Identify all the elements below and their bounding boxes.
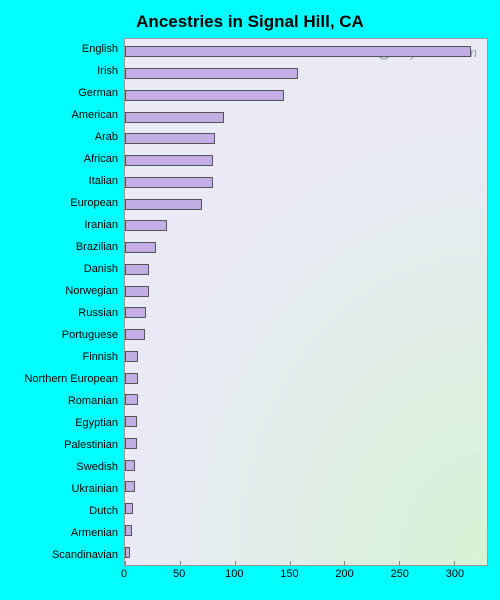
y-label: Armenian bbox=[12, 527, 118, 539]
y-label: Swedish bbox=[12, 461, 118, 473]
chart-title: Ancestries in Signal Hill, CA bbox=[12, 12, 488, 32]
x-label: 150 bbox=[280, 568, 298, 580]
y-label: Scandinavian bbox=[12, 549, 118, 561]
bar bbox=[125, 416, 137, 427]
bar bbox=[125, 155, 213, 166]
y-label: American bbox=[12, 109, 118, 121]
x-label: 300 bbox=[446, 568, 464, 580]
x-label: 0 bbox=[121, 568, 127, 580]
bar bbox=[125, 525, 132, 536]
y-label: Iranian bbox=[12, 219, 118, 231]
y-label: Russian bbox=[12, 307, 118, 319]
bar bbox=[125, 90, 284, 101]
y-label: German bbox=[12, 87, 118, 99]
bar bbox=[125, 133, 215, 144]
bar bbox=[125, 329, 145, 340]
chart-container: Ancestries in Signal Hill, CA English Iri… bbox=[0, 0, 500, 600]
y-label: Danish bbox=[12, 263, 118, 275]
bar bbox=[125, 351, 138, 362]
plot-area: City-Data.com bbox=[124, 38, 488, 566]
bar bbox=[125, 460, 135, 471]
x-axis: 0 50 100 150 200 250 300 bbox=[124, 566, 488, 584]
y-label: Arab bbox=[12, 131, 118, 143]
y-label: Brazilian bbox=[12, 241, 118, 253]
y-label: Romanian bbox=[12, 395, 118, 407]
y-label: Northern European bbox=[12, 373, 118, 385]
bars-layer bbox=[125, 39, 487, 565]
x-label: 200 bbox=[335, 568, 353, 580]
x-label: 250 bbox=[391, 568, 409, 580]
y-label: Egyptian bbox=[12, 417, 118, 429]
bar bbox=[125, 307, 146, 318]
bar bbox=[125, 547, 130, 558]
bar bbox=[125, 373, 138, 384]
y-label: European bbox=[12, 197, 118, 209]
y-label: Ukrainian bbox=[12, 483, 118, 495]
bar bbox=[125, 394, 138, 405]
y-label: Portuguese bbox=[12, 329, 118, 341]
bar bbox=[125, 264, 149, 275]
y-label: Dutch bbox=[12, 505, 118, 517]
bar bbox=[125, 68, 298, 79]
x-label: 50 bbox=[173, 568, 185, 580]
bar bbox=[125, 438, 137, 449]
y-label: English bbox=[12, 43, 118, 55]
bar bbox=[125, 199, 202, 210]
bar bbox=[125, 220, 167, 231]
y-label: African bbox=[12, 153, 118, 165]
bar bbox=[125, 503, 133, 514]
bar bbox=[125, 481, 135, 492]
y-label: Irish bbox=[12, 65, 118, 77]
y-label: Palestinian bbox=[12, 439, 118, 451]
y-label: Italian bbox=[12, 175, 118, 187]
y-axis-labels: English Irish German American Arab African Ita… bbox=[12, 38, 124, 566]
bar bbox=[125, 46, 471, 57]
y-label: Finnish bbox=[12, 351, 118, 363]
bar bbox=[125, 112, 224, 123]
bar bbox=[125, 242, 156, 253]
y-label: Norwegian bbox=[12, 285, 118, 297]
plot-row: English Irish German American Arab African Ita… bbox=[12, 38, 488, 566]
chart-body: English Irish German American Arab African Ita… bbox=[12, 38, 488, 584]
bar bbox=[125, 286, 149, 297]
x-label: 100 bbox=[225, 568, 243, 580]
bar bbox=[125, 177, 213, 188]
